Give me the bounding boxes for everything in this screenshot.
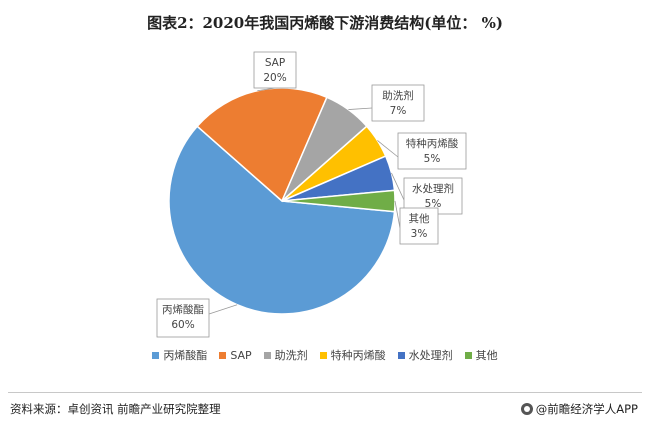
legend-label-4: 特种丙烯酸 <box>330 349 386 362</box>
data-label-name-3: 助洗剂 <box>382 89 414 102</box>
data-label-box-1 <box>156 298 210 338</box>
data-label-value-1: 60% <box>171 319 194 331</box>
legend-swatch-1 <box>152 351 160 359</box>
legend-label-3: 助洗剂 <box>274 349 308 362</box>
data-label-box-6 <box>399 207 439 245</box>
leader-line-3 <box>348 107 373 110</box>
legend-swatch-6 <box>464 351 472 359</box>
legend-label-5: 水处理剂 <box>408 349 453 362</box>
legend-label-1: 丙烯酸酯 <box>163 349 208 362</box>
legend-swatch-2 <box>219 351 227 359</box>
data-label-name-2: SAP <box>265 57 285 69</box>
data-label-name-6: 其他 <box>409 212 430 225</box>
legend-swatch-5 <box>397 351 405 359</box>
legend-item-1: 丙烯酸酯 <box>152 347 207 363</box>
legend-swatch-3 <box>263 351 271 359</box>
data-label-value-6: 3% <box>411 228 428 240</box>
data-label-value-5: 5% <box>425 198 442 210</box>
data-label-value-4: 5% <box>424 153 441 165</box>
data-label-name-4: 特种丙烯酸 <box>406 137 459 150</box>
legend-item-5: 水处理剂 <box>397 347 453 363</box>
brand-logo-icon <box>520 403 533 415</box>
data-label-box-2 <box>253 51 297 89</box>
data-label-name-1: 丙烯酸酯 <box>162 303 204 316</box>
legend-item-4: 特种丙烯酸 <box>319 347 386 363</box>
data-label-value-2: 20% <box>263 72 286 84</box>
pie-slice-1 <box>168 125 396 315</box>
chart-legend: 丙烯酸酯 SAP 助洗剂 特种丙烯酸 水处理剂 其他 <box>0 347 650 363</box>
footer-divider <box>8 392 642 393</box>
data-label-name-5: 水处理剂 <box>412 182 454 195</box>
chart-title: 图表2：2020年我国丙烯酸下游消费结构(单位： %) <box>147 14 503 32</box>
leader-line-4 <box>377 140 399 158</box>
legend-item-6: 其他 <box>464 347 498 363</box>
legend-label-2: SAP <box>230 348 252 362</box>
legend-item-2: SAP <box>219 348 252 362</box>
brand-label: @前瞻经济学人APP <box>535 402 638 416</box>
data-label-box-3 <box>371 84 425 122</box>
legend-swatch-4 <box>319 351 327 359</box>
leader-line-1 <box>208 304 238 315</box>
leader-line-6 <box>394 200 401 229</box>
data-label-box-4 <box>397 132 467 170</box>
leader-line-5 <box>391 172 405 201</box>
data-label-value-3: 7% <box>390 105 407 117</box>
brand-credit: @前瞻经济学人APP <box>520 401 638 417</box>
leader-line-2 <box>257 87 276 92</box>
source-note: 资料来源：卓创资讯 前瞻产业研究院整理 <box>10 402 221 416</box>
legend-label-6: 其他 <box>475 349 498 362</box>
legend-item-3: 助洗剂 <box>263 347 308 363</box>
